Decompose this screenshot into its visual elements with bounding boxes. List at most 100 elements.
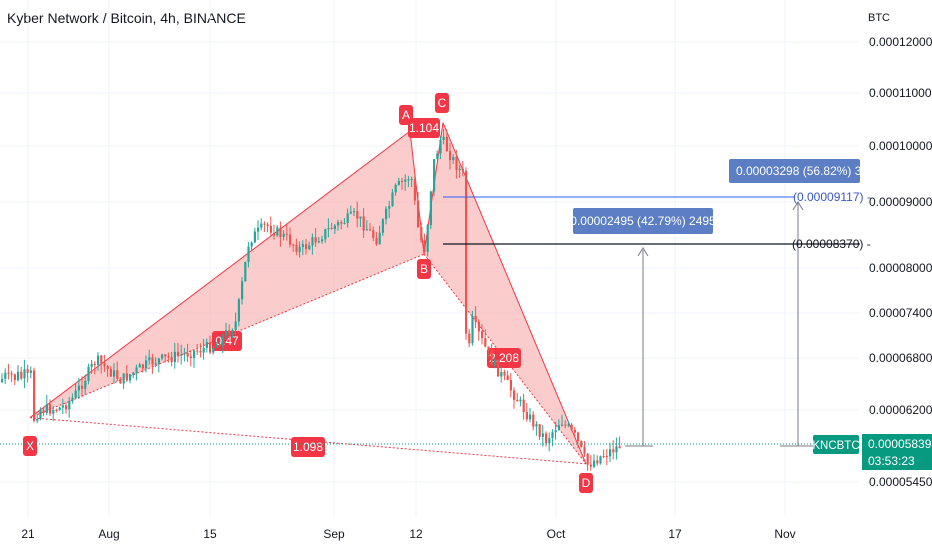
candle xyxy=(349,211,352,214)
candle xyxy=(193,350,196,359)
candle xyxy=(215,344,218,348)
candle xyxy=(253,231,256,243)
x-tick-label: 15 xyxy=(203,527,217,541)
point-label-a: A xyxy=(402,108,410,122)
candle xyxy=(378,232,381,245)
candle xyxy=(580,440,583,447)
x-tick-label: 21 xyxy=(21,527,35,541)
x-tick-label: 12 xyxy=(409,527,423,541)
candle xyxy=(103,363,106,367)
candle xyxy=(84,380,87,389)
candle xyxy=(545,433,548,444)
candle xyxy=(205,342,208,348)
candle xyxy=(388,206,391,209)
candle xyxy=(509,380,512,391)
candle xyxy=(330,228,333,230)
candle xyxy=(420,227,423,241)
candle xyxy=(29,370,32,373)
candle xyxy=(314,237,317,243)
candle xyxy=(538,424,541,437)
candle xyxy=(394,184,397,193)
candle xyxy=(145,360,148,369)
point-label-x: X xyxy=(26,439,34,453)
candle xyxy=(100,355,103,364)
candle xyxy=(317,241,320,243)
candle xyxy=(196,350,199,352)
candle xyxy=(455,157,458,170)
candle xyxy=(93,363,96,365)
candle xyxy=(10,373,13,375)
candle xyxy=(602,456,605,458)
symbol-tag xyxy=(813,435,859,454)
y-tick-label: 0.00011000 xyxy=(869,86,932,100)
candle xyxy=(548,438,551,444)
candle xyxy=(4,372,7,379)
candle xyxy=(183,353,186,355)
candle xyxy=(362,216,365,231)
candle xyxy=(209,342,212,353)
candle xyxy=(106,366,109,369)
measure-box-2 xyxy=(573,208,713,234)
leg-xa xyxy=(29,130,411,419)
candle xyxy=(157,358,160,364)
candle xyxy=(42,410,45,413)
candle xyxy=(87,366,90,381)
countdown-label: 03:53:23 xyxy=(868,454,915,468)
candle xyxy=(177,351,180,356)
candle xyxy=(218,344,221,347)
pattern-triangle-bcd xyxy=(424,122,586,464)
ratio-abc-box xyxy=(408,118,440,138)
candle xyxy=(250,242,253,247)
candle xyxy=(442,136,445,140)
candle xyxy=(269,225,272,233)
candle xyxy=(609,449,612,457)
candle xyxy=(589,464,592,467)
candle xyxy=(426,225,429,252)
candle xyxy=(564,424,567,426)
candle xyxy=(468,333,471,344)
candle xyxy=(170,357,173,363)
point-label-c: C xyxy=(438,96,447,110)
candle xyxy=(7,372,10,374)
candle xyxy=(68,401,71,410)
candle xyxy=(308,245,311,250)
y-tick-label: 0.00008000 xyxy=(869,261,932,275)
candle xyxy=(407,179,410,181)
candle xyxy=(228,330,231,335)
candle xyxy=(116,370,119,379)
candles xyxy=(1,129,621,471)
candle xyxy=(599,456,602,464)
candle xyxy=(554,430,557,433)
y-tick-label: 0.00010000 xyxy=(869,139,932,153)
candle xyxy=(333,225,336,230)
candle xyxy=(292,244,295,246)
ratio-xab: 0.47 xyxy=(215,334,239,348)
candle xyxy=(186,353,189,357)
ratio-xad: 1.098 xyxy=(293,440,323,454)
overlays: (0.00009117) - (0.00008370) - 0.00003298 (… xyxy=(0,159,882,447)
candle xyxy=(74,390,77,398)
x-tick-label: 17 xyxy=(668,527,682,541)
candle xyxy=(503,372,506,376)
x-tick-label: Sep xyxy=(323,527,345,541)
candle xyxy=(612,449,615,453)
candle xyxy=(356,211,359,219)
candle xyxy=(189,356,192,359)
point-box-c xyxy=(435,93,449,113)
candle xyxy=(327,228,330,230)
level-value-label-1: (0.00009117) - xyxy=(793,190,871,204)
candle xyxy=(493,359,496,366)
candle xyxy=(161,354,164,359)
candle xyxy=(477,321,480,332)
candle xyxy=(471,316,474,344)
candle xyxy=(148,357,151,361)
candle xyxy=(343,222,346,224)
candle xyxy=(36,418,39,421)
candle xyxy=(551,432,554,439)
candle xyxy=(45,404,48,413)
candle xyxy=(586,453,589,465)
point-box-x xyxy=(23,436,37,456)
diag-xd xyxy=(29,417,587,465)
candle xyxy=(615,446,618,453)
